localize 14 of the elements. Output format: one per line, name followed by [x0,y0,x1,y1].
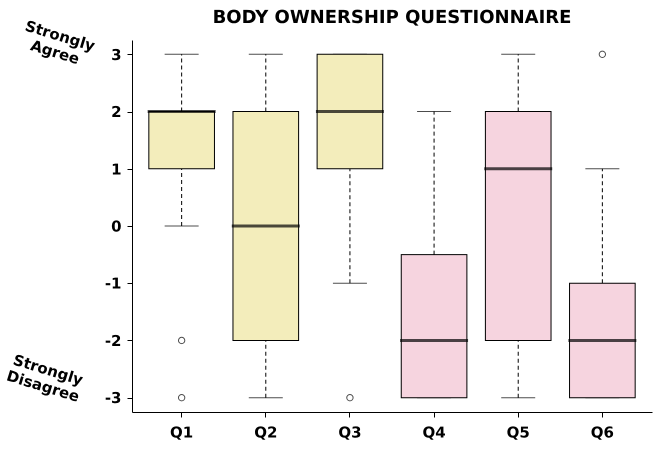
x-tick-label: Q4 [422,424,446,442]
y-tick-label: 1 [111,160,122,178]
y-tick-label: -1 [104,274,122,293]
chart-title: BODY OWNERSHIP QUESTIONNAIRE [212,7,572,28]
y-tick-label: 2 [111,103,122,122]
y-tick-label: 3 [111,46,122,64]
y-tick-label: -2 [104,332,122,350]
x-tick-label: Q3 [338,424,362,442]
y-tick-label: 0 [111,218,122,236]
x-tick-label: Q1 [170,424,194,442]
x-tick-label: Q2 [254,424,278,442]
x-tick-label: Q5 [506,424,530,442]
x-tick-label: Q6 [590,424,614,442]
y-tick-label: -3 [104,389,122,408]
